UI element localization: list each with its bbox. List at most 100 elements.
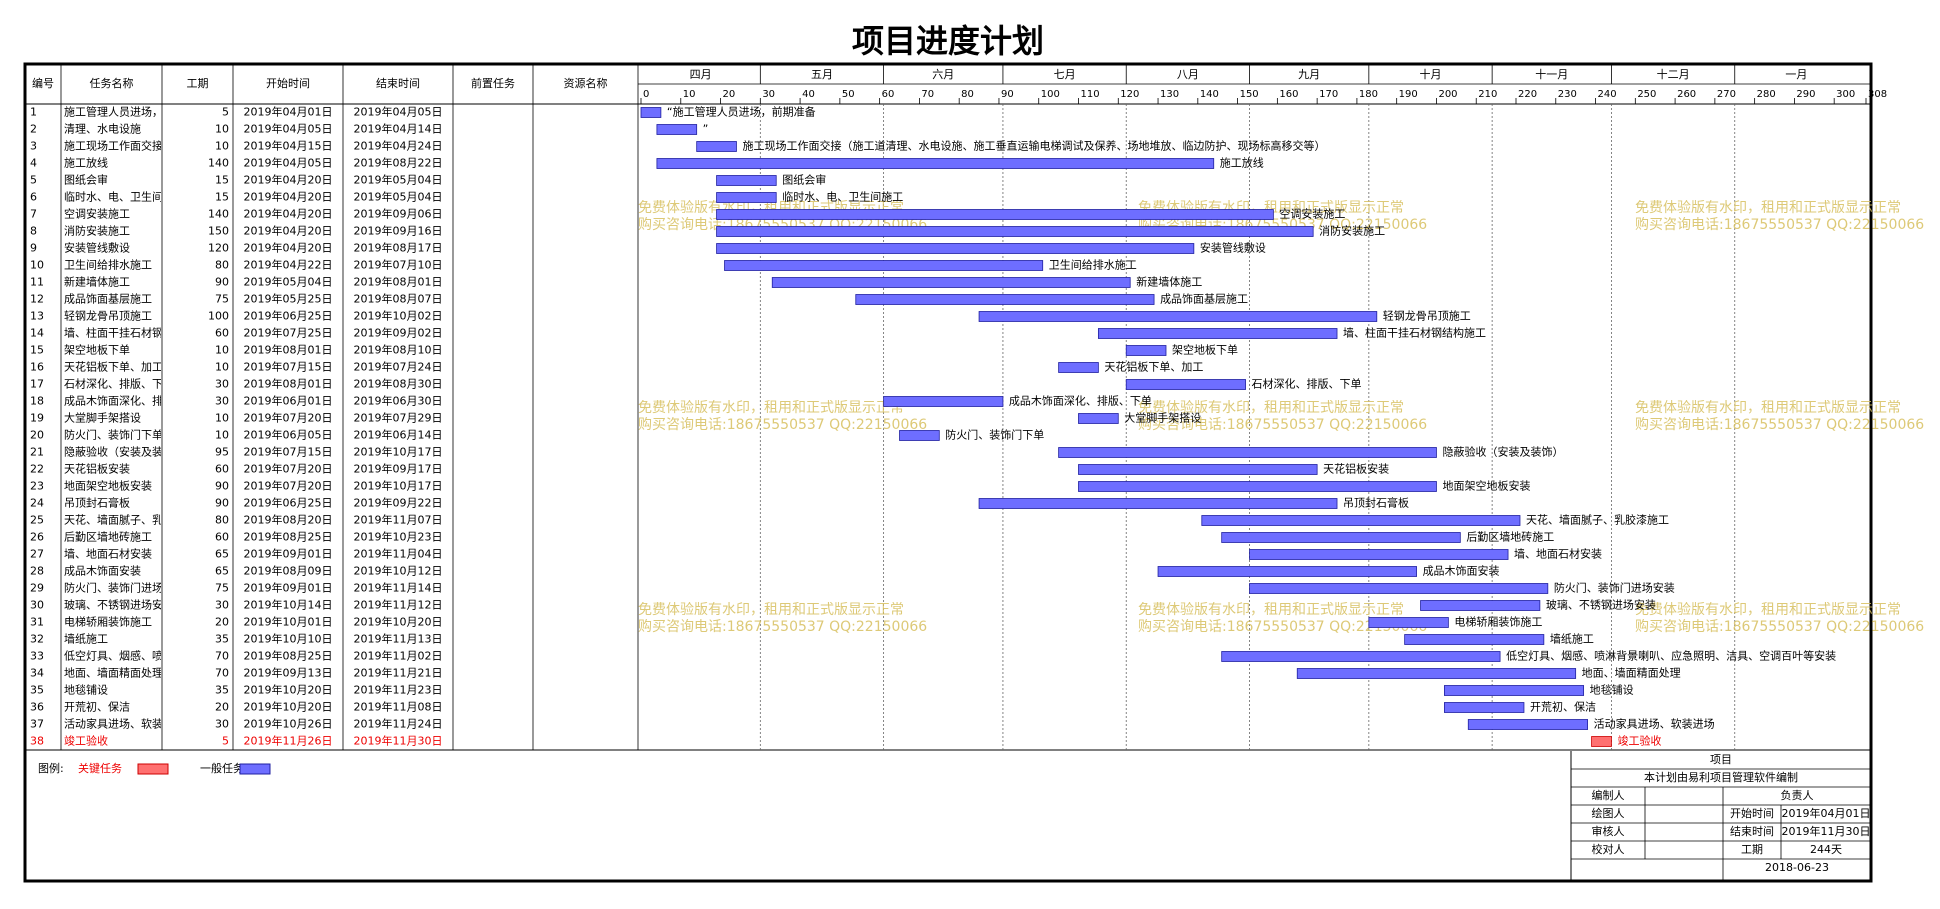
task-end: 2019年09月17日 [354,462,443,476]
task-bar [1058,362,1099,373]
task-start: 2019年11月26日 [244,734,333,748]
task-name: 轻钢龙骨吊顶施工 [64,309,152,323]
task-start: 2019年04月15日 [244,139,333,153]
task-id: 12 [30,293,44,306]
watermark: 免费体验版有水印，租用和正式版显示正常 [1635,200,1901,216]
bar-label: 成品木饰面安装 [1423,564,1500,578]
task-end: 2019年11月13日 [354,632,443,646]
bar-label: 施工放线 [1220,156,1264,170]
task-duration: 30 [215,599,229,612]
task-bar [656,158,1215,169]
task-start: 2019年04月20日 [244,190,333,204]
task-name: 新建墙体施工 [64,275,130,289]
day-tick-label: 230 [1558,89,1577,100]
task-duration: 95 [215,446,229,459]
bar-label: 成品木饰面深化、排版、下单 [1009,394,1152,408]
day-tick-label: 240 [1598,89,1617,100]
task-id: 32 [30,633,44,646]
task-bar [640,107,662,118]
task-duration: 75 [215,582,229,595]
task-bar [1201,515,1521,526]
task-bar [1221,651,1501,662]
task-duration: 10 [215,412,229,425]
task-id: 27 [30,548,44,561]
task-name: 施工管理人员进场，前期准备 [64,105,207,119]
task-start: 2019年08月25日 [244,530,333,544]
task-bar [978,311,1378,322]
task-end: 2019年11月30日 [354,734,443,748]
bar-label: 天花、墙面腻子、乳胶漆施工 [1526,513,1669,527]
task-name: 天花、墙面腻子、乳胶漆施工 [64,513,207,527]
task-bar [978,498,1338,509]
task-start: 2019年10月26日 [244,717,333,731]
task-end: 2019年10月12日 [354,564,443,578]
watermark: 购买咨询电话:18675550537 QQ:22150066 [1635,217,1924,233]
task-bar [1249,549,1509,560]
task-end: 2019年08月01日 [354,275,443,289]
task-end: 2019年10月17日 [354,445,443,459]
bar-label: 施工现场工作面交接（施工道清理、水电设施、施工垂直运输电梯调试及保养、场地堆放、… [742,139,1325,153]
task-bar [1249,583,1549,594]
task-id: 6 [30,191,37,204]
bar-label: 地面架空地板安装 [1442,479,1530,493]
bar-label: 安装管线敷设 [1200,241,1266,255]
task-end: 2019年11月21日 [354,666,443,680]
task-end: 2019年09月22日 [354,496,443,510]
task-start: 2019年07月25日 [244,326,333,340]
month-label: 九月 [1298,68,1320,81]
task-name: 施工放线 [64,156,108,170]
task-duration: 70 [215,650,229,663]
task-name: 图纸会审 [64,173,108,187]
day-tick-label: 220 [1518,89,1537,100]
bar-label: 新建墙体施工 [1136,275,1202,289]
task-name: 成品木饰面深化、排版、下单 [64,394,207,408]
task-start: 2019年07月20日 [244,479,333,493]
task-id: 26 [30,531,44,544]
bar-label: 后勤区墙地砖施工 [1466,530,1554,544]
task-end: 2019年10月23日 [354,530,443,544]
month-label: 六月 [932,68,954,81]
bar-label: 架空地板下单 [1172,343,1238,357]
task-duration: 60 [215,327,229,340]
bar-label: ” [703,123,709,136]
task-end: 2019年06月30日 [354,394,443,408]
info-project: 项目 [1710,753,1732,766]
bar-label: 开荒初、保洁 [1530,700,1596,714]
task-name: 临时水、电、卫生间施工 [64,190,185,204]
task-start: 2019年04月20日 [244,207,333,221]
name-column: 施工管理人员进场，前期准备清理、水电设施施工现场工作面交接（施工道清理、水电设施… [64,105,394,748]
task-start: 2019年04月20日 [244,173,333,187]
task-duration: 30 [215,718,229,731]
month-label: 十一月 [1535,67,1568,81]
legend-critical-swatch [137,763,169,775]
bar-label: 吊顶封石膏板 [1343,496,1409,510]
task-id: 1 [30,106,37,119]
task-duration: 10 [215,361,229,374]
task-duration: 10 [215,344,229,357]
month-label: 八月 [1177,68,1199,81]
task-start: 2019年06月25日 [244,309,333,323]
task-id: 21 [30,446,44,459]
task-name: 成品饰面基层施工 [64,292,152,306]
task-start: 2019年08月09日 [244,564,333,578]
watermark: 免费体验版有水印，租用和正式版显示正常 [1635,602,1901,618]
info-end: 2019年11月30日 [1782,824,1871,838]
task-duration: 120 [208,242,229,255]
watermark: 免费体验版有水印，租用和正式版显示正常 [638,602,904,618]
bar-label: 空调安装施工 [1279,207,1345,221]
task-start: 2019年10月01日 [244,615,333,629]
task-id: 24 [30,497,44,510]
task-name: 低空灯具、烟感、喷淋背景喇叭、应急照明、洁具、空调百叶等安装 [64,649,394,663]
task-name: 清理、水电设施 [64,123,141,136]
task-bar [716,226,1314,237]
info-start-label: 开始时间 [1730,806,1774,820]
task-name: 玻璃、不锈钢进场安装 [64,598,174,612]
task-name: 墙纸施工 [64,632,108,646]
task-start: 2019年07月20日 [244,462,333,476]
watermark: 免费体验版有水印，租用和正式版显示正常 [1635,400,1901,416]
task-start: 2019年04月22日 [244,258,333,272]
task-bar [716,192,777,203]
task-id: 4 [30,157,37,170]
day-tick-label: 20 [723,89,736,100]
task-start: 2019年10月10日 [244,632,333,646]
